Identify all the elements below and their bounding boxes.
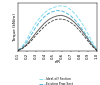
Existing Prop Sect xyxy=(74,20,76,21)
Ideal-eff Section xyxy=(83,26,84,27)
Existing Prop Torque xyxy=(22,48,23,49)
Existing Prop Sect xyxy=(83,31,84,32)
Ideal-eff Torque xyxy=(83,33,84,34)
Ideal-eff Torque xyxy=(88,39,89,40)
Existing Prop Sect xyxy=(48,13,49,14)
Ideal-eff Section xyxy=(22,46,23,47)
Ideal-eff Section xyxy=(26,39,27,40)
Existing Prop Torque xyxy=(39,31,41,32)
Existing Prop Torque xyxy=(79,30,80,31)
Ideal-eff Torque xyxy=(22,48,23,49)
Ideal-eff Torque xyxy=(96,50,98,51)
Ideal-eff Torque xyxy=(70,19,71,20)
Ideal-eff Torque xyxy=(79,27,80,28)
Existing Prop Torque xyxy=(70,22,71,23)
Existing Prop Sect xyxy=(26,41,27,42)
Y-axis label: Torque (kN/m): Torque (kN/m) xyxy=(13,13,17,42)
Ideal-eff Torque xyxy=(66,16,67,17)
Existing Prop Torque xyxy=(83,35,84,36)
Ideal-eff Torque xyxy=(61,15,62,16)
Existing Prop Torque xyxy=(31,40,32,41)
X-axis label: r/R: r/R xyxy=(55,60,60,64)
Existing Prop Sect xyxy=(70,15,71,16)
Ideal-eff Section xyxy=(79,19,80,20)
Ideal-eff Torque xyxy=(26,44,27,45)
Existing Prop Sect xyxy=(31,34,32,35)
Ideal-eff Section xyxy=(92,42,93,43)
Existing Prop Sect xyxy=(35,27,36,28)
Ideal-eff Torque xyxy=(39,28,41,29)
Ideal-eff Torque xyxy=(52,17,54,18)
Existing Prop Torque xyxy=(88,41,89,42)
Existing Prop Torque xyxy=(35,35,36,36)
Existing Prop Sect xyxy=(96,50,98,51)
Existing Prop Sect xyxy=(79,25,80,26)
Line: Existing Prop Torque: Existing Prop Torque xyxy=(18,19,97,50)
Ideal-eff Section xyxy=(52,7,54,8)
Existing Prop Torque xyxy=(52,20,54,21)
Ideal-eff Torque xyxy=(57,15,58,16)
Existing Prop Torque xyxy=(61,19,62,20)
Ideal-eff Section xyxy=(39,17,41,18)
Ideal-eff Torque xyxy=(44,23,45,24)
Existing Prop Sect xyxy=(57,10,58,11)
Ideal-eff Section xyxy=(70,9,71,10)
Existing Prop Sect xyxy=(17,50,19,51)
Existing Prop Torque xyxy=(92,46,93,47)
Existing Prop Sect xyxy=(22,47,23,48)
Ideal-eff Section xyxy=(61,5,62,6)
Existing Prop Sect xyxy=(44,16,45,17)
Ideal-eff Section xyxy=(17,50,19,51)
Existing Prop Torque xyxy=(74,25,76,26)
Existing Prop Torque xyxy=(17,50,19,51)
Ideal-eff Section xyxy=(74,13,76,14)
Existing Prop Torque xyxy=(66,20,67,21)
Ideal-eff Torque xyxy=(48,19,49,20)
Existing Prop Torque xyxy=(57,19,58,20)
Existing Prop Sect xyxy=(39,21,41,22)
Existing Prop Torque xyxy=(48,22,49,23)
Line: Existing Prop Sect: Existing Prop Sect xyxy=(18,11,97,50)
Existing Prop Sect xyxy=(66,12,67,13)
Line: Ideal-eff Section: Ideal-eff Section xyxy=(18,6,97,50)
Existing Prop Sect xyxy=(52,11,54,12)
Existing Prop Sect xyxy=(92,44,93,45)
Ideal-eff Torque xyxy=(31,39,32,40)
Line: Ideal-eff Torque: Ideal-eff Torque xyxy=(18,15,97,50)
Ideal-eff Section xyxy=(96,50,98,51)
Ideal-eff Section xyxy=(66,6,67,7)
Ideal-eff Section xyxy=(48,9,49,10)
Existing Prop Torque xyxy=(44,26,45,27)
Existing Prop Sect xyxy=(61,11,62,12)
Ideal-eff Torque xyxy=(74,22,76,23)
Ideal-eff Torque xyxy=(92,45,93,46)
Ideal-eff Torque xyxy=(17,50,19,51)
Ideal-eff Section xyxy=(44,12,45,13)
Existing Prop Torque xyxy=(26,45,27,46)
Ideal-eff Section xyxy=(88,34,89,35)
Existing Prop Torque xyxy=(96,50,98,51)
Existing Prop Sect xyxy=(88,38,89,39)
Ideal-eff Torque xyxy=(35,33,36,34)
Legend: Ideal-eff Section, Existing Prop Sect, Ideal-eff Torque, Existing Prop Torque: Ideal-eff Section, Existing Prop Sect, I… xyxy=(39,77,76,85)
Ideal-eff Section xyxy=(57,6,58,7)
Ideal-eff Section xyxy=(35,23,36,24)
Ideal-eff Section xyxy=(31,31,32,32)
